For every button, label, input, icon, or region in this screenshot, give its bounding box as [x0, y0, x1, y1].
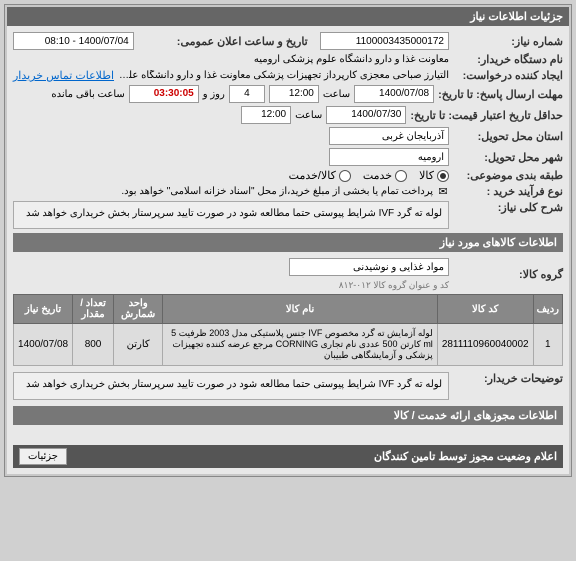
cell-date: 1400/07/08	[14, 324, 73, 366]
deadline-label: مهلت ارسال پاسخ: تا تاریخ:	[438, 88, 563, 101]
requester-value: التیارز صباحی معجزی کارپرداز تجهیزات پزش…	[118, 70, 449, 81]
group-wrap: مواد غذایی و نوشیدنی کد و عنوان گروه کال…	[13, 258, 449, 291]
footer-status-label: اعلام وضعیت مجوز توسط تامین کنندگان	[374, 450, 557, 463]
row-general-desc: شرح کلی نیاز: لوله ته گرد IVF شرایط پیوس…	[13, 201, 563, 229]
deadline-countdown: 03:30:05	[129, 85, 199, 103]
deadline-days: 4	[229, 85, 265, 103]
items-table-header-row: ردیف کد کالا نام کالا واحد شمارش تعداد /…	[14, 295, 563, 324]
col-name: نام کالا	[163, 295, 437, 324]
details-button[interactable]: جزئیات	[19, 448, 67, 465]
row-province: استان محل تحویل: آذربایجان غربی	[13, 127, 563, 145]
need-number-value: 1100003435000172	[320, 32, 449, 50]
cell-name: لوله آزمایش ته گرد مخصوص IVF جنس پلاستیک…	[163, 324, 437, 366]
row-topic: طبقه بندی موضوعی: کالا خدمت کالا/خدمت	[13, 169, 563, 182]
radio-khadamat-dot	[395, 170, 407, 182]
radio-kala[interactable]: کالا	[419, 169, 449, 182]
cell-qty: 800	[73, 324, 114, 366]
need-details-panel: جزئیات اطلاعات نیاز شماره نیاز: 11000034…	[4, 4, 572, 477]
province-label: استان محل تحویل:	[453, 130, 563, 143]
group-value: مواد غذایی و نوشیدنی	[289, 258, 449, 276]
permits-body	[13, 425, 563, 445]
announce-time-value: 1400/07/04 - 08:10	[13, 32, 134, 50]
footer-bar: اعلام وضعیت مجوز توسط تامین کنندگان جزئی…	[13, 445, 563, 468]
city-value: ارومیه	[329, 148, 449, 166]
radio-both[interactable]: کالا/خدمت	[289, 169, 351, 182]
col-unit: واحد شمارش	[113, 295, 162, 324]
row-buyer-notes: توضیحات خریدار: لوله ته گرد IVF شرایط پی…	[13, 372, 563, 400]
buyer-label: نام دستگاه خریدار:	[453, 53, 563, 66]
radio-kala-dot	[437, 170, 449, 182]
credit-label: حداقل تاریخ اعتبار قیمت: تا تاریخ:	[410, 109, 563, 122]
credit-time: 12:00	[241, 106, 291, 124]
table-row: 1 2811110960040002 لوله آزمایش ته گرد مخ…	[14, 324, 563, 366]
panel-body: شماره نیاز: 1100003435000172 تاریخ و ساع…	[7, 26, 569, 474]
row-credit: حداقل تاریخ اعتبار قیمت: تا تاریخ: 1400/…	[13, 106, 563, 124]
buyer-value: معاونت غذا و دارو دانشگاه علوم پزشکی ارو…	[254, 54, 449, 65]
row-buyer: نام دستگاه خریدار: معاونت غذا و دارو دان…	[13, 53, 563, 66]
city-label: شهر محل تحویل:	[453, 151, 563, 164]
radio-khadamat-label: خدمت	[363, 169, 392, 182]
province-value: آذربایجان غربی	[329, 127, 449, 145]
col-code: کد کالا	[437, 295, 533, 324]
cell-code: 2811110960040002	[437, 324, 533, 366]
radio-both-label: کالا/خدمت	[289, 169, 336, 182]
row-purchase-type: نوع فرآیند خرید : ✉ پرداخت تمام یا بخشی …	[13, 185, 563, 198]
row-need-number: شماره نیاز: 1100003435000172 تاریخ و ساع…	[13, 32, 563, 50]
requester-label: ایجاد کننده درخواست:	[453, 69, 563, 82]
deadline-time: 12:00	[269, 85, 319, 103]
deadline-remain-label: ساعت باقی مانده	[51, 89, 124, 100]
topic-label: طبقه بندی موضوعی:	[453, 169, 563, 182]
radio-kala-label: کالا	[419, 169, 434, 182]
deadline-time-label: ساعت	[323, 89, 350, 100]
row-group: گروه کالا: مواد غذایی و نوشیدنی کد و عنو…	[13, 258, 563, 291]
panel-title: جزئیات اطلاعات نیاز	[7, 7, 569, 26]
topic-radio-group: کالا خدمت کالا/خدمت	[289, 169, 449, 182]
radio-both-dot	[339, 170, 351, 182]
deadline-date: 1400/07/08	[354, 85, 434, 103]
col-idx: ردیف	[533, 295, 562, 324]
purchase-type-label: نوع فرآیند خرید :	[453, 185, 563, 198]
buyer-notes-label: توضیحات خریدار:	[453, 372, 563, 385]
row-deadline: مهلت ارسال پاسخ: تا تاریخ: 1400/07/08 سا…	[13, 85, 563, 103]
group-label: گروه کالا:	[453, 268, 563, 281]
col-qty: تعداد / مقدار	[73, 295, 114, 324]
cell-idx: 1	[533, 324, 562, 366]
items-table: ردیف کد کالا نام کالا واحد شمارش تعداد /…	[13, 294, 563, 366]
buyer-notes-value: لوله ته گرد IVF شرایط پیوستی حتما مطالعه…	[13, 372, 449, 400]
contact-info-link[interactable]: اطلاعات تماس خریدار	[13, 69, 114, 82]
cell-unit: کارتن	[113, 324, 162, 366]
announce-time-label: تاریخ و ساعت اعلان عمومی:	[138, 35, 308, 48]
credit-time-label: ساعت	[295, 110, 322, 121]
general-desc-value: لوله ته گرد IVF شرایط پیوستی حتما مطالعه…	[13, 201, 449, 229]
group-sub: کد و عنوان گروه کالا ۰۱۲-۸۱۲	[13, 280, 449, 291]
row-requester: ایجاد کننده درخواست: التیارز صباحی معجزی…	[13, 69, 563, 82]
permits-section-title: اطلاعات مجوزهای ارائه خدمت / کالا	[13, 406, 563, 425]
items-section-title: اطلاعات کالاهای مورد نیاز	[13, 233, 563, 252]
envelope-icon: ✉	[437, 185, 449, 198]
col-date: تاریخ نیاز	[14, 295, 73, 324]
general-desc-label: شرح کلی نیاز:	[453, 201, 563, 214]
row-city: شهر محل تحویل: ارومیه	[13, 148, 563, 166]
radio-khadamat[interactable]: خدمت	[363, 169, 407, 182]
credit-date: 1400/07/30	[326, 106, 406, 124]
need-number-label: شماره نیاز:	[453, 35, 563, 48]
deadline-days-label: روز و	[203, 89, 225, 100]
purchase-type-note: پرداخت تمام یا بخشی از مبلغ خرید،از محل …	[121, 186, 433, 197]
